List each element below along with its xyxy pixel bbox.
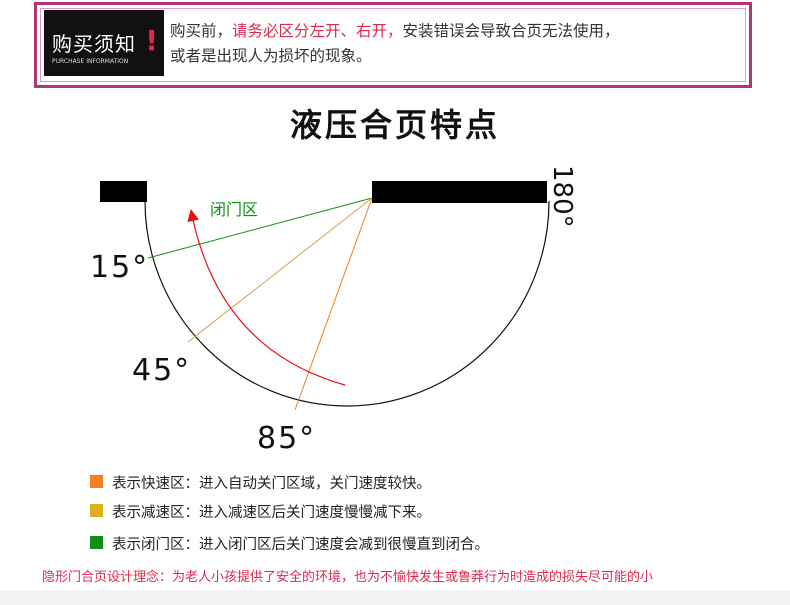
notice-tag-title: 购买须知 bbox=[52, 32, 136, 56]
legend-fast-text: 表示快速区：进入自动关门区域，关门速度较快。 bbox=[112, 476, 431, 492]
notice-text: 购买前，请务必区分左开、右开，安装错误会导致合页无法使用， 或者是出现人为损坏的… bbox=[170, 19, 620, 69]
close-zone-swatch bbox=[90, 536, 103, 549]
notice-line-1-highlight: 请务必区分左开、右开， bbox=[232, 22, 403, 40]
zone-label: 闭门区 bbox=[210, 200, 258, 219]
legend-slow-text: 表示减速区：进入减速区后关门速度慢慢减下来。 bbox=[112, 505, 431, 521]
design-philosophy-footer: 隐形门合页设计理念：为老人小孩提供了安全的环境，也为不愉快发生或鲁莽行为时造成的… bbox=[42, 570, 654, 585]
angle-85-label: 85° bbox=[257, 421, 316, 456]
page-title: 液压合页特点 bbox=[289, 106, 500, 144]
purchase-notice: 购买须知 PURCHASE INFORMATION ! 购买前，请务必区分左开、… bbox=[34, 2, 752, 88]
notice-line-1-c: 安装错误会导致合页无法使用， bbox=[402, 22, 620, 40]
door-panel-right bbox=[372, 181, 547, 203]
line-85-degree bbox=[294, 197, 373, 411]
swing-arc bbox=[144, 200, 550, 407]
bottom-strip bbox=[0, 590, 790, 605]
angle-15-label: 15° bbox=[90, 250, 149, 285]
notice-tag: 购买须知 PURCHASE INFORMATION ! bbox=[44, 10, 164, 76]
notice-inner-border bbox=[40, 8, 746, 82]
line-45-degree bbox=[187, 197, 373, 343]
legend-close-text: 表示闭门区：进入闭门区后关门速度会减到很慢直到闭合。 bbox=[112, 537, 489, 553]
line-15-degree bbox=[147, 197, 373, 259]
notice-line-1: 购买前，请务必区分左开、右开，安装错误会导致合页无法使用， bbox=[170, 19, 620, 44]
notice-line-1-a: 购买前， bbox=[170, 22, 233, 40]
notice-line-2: 或者是出现人为损坏的现象。 bbox=[170, 47, 372, 65]
door-panel-left bbox=[100, 181, 147, 202]
notice-tag-subtitle: PURCHASE INFORMATION bbox=[52, 58, 129, 65]
closing-arrow bbox=[187, 209, 346, 386]
angle-180-label: 180° bbox=[547, 165, 577, 228]
angle-45-label: 45° bbox=[132, 353, 191, 388]
exclamation-icon: ! bbox=[145, 24, 158, 57]
fast-zone-swatch bbox=[90, 475, 103, 488]
slow-zone-swatch bbox=[90, 504, 103, 517]
